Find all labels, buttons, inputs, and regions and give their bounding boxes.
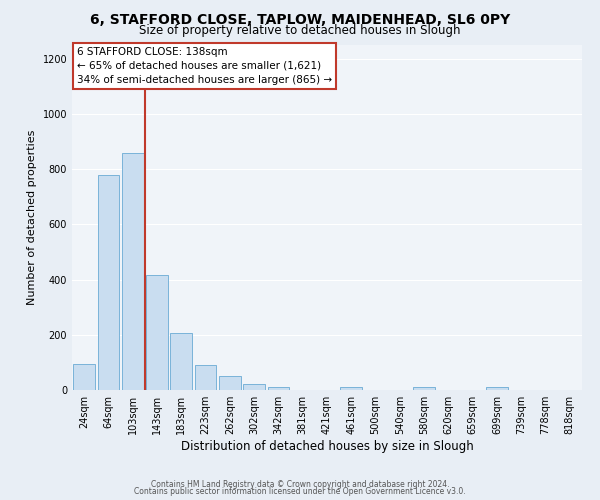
Bar bbox=[170, 334, 192, 390]
Bar bbox=[243, 384, 265, 390]
Text: Contains HM Land Registry data © Crown copyright and database right 2024.: Contains HM Land Registry data © Crown c… bbox=[151, 480, 449, 489]
Bar bbox=[486, 387, 508, 390]
Y-axis label: Number of detached properties: Number of detached properties bbox=[27, 130, 37, 305]
Bar bbox=[340, 387, 362, 390]
Bar bbox=[97, 174, 119, 390]
Bar bbox=[268, 386, 289, 390]
Text: Contains public sector information licensed under the Open Government Licence v3: Contains public sector information licen… bbox=[134, 487, 466, 496]
Bar bbox=[146, 276, 168, 390]
Text: 6, STAFFORD CLOSE, TAPLOW, MAIDENHEAD, SL6 0PY: 6, STAFFORD CLOSE, TAPLOW, MAIDENHEAD, S… bbox=[90, 12, 510, 26]
Text: 6 STAFFORD CLOSE: 138sqm
← 65% of detached houses are smaller (1,621)
34% of sem: 6 STAFFORD CLOSE: 138sqm ← 65% of detach… bbox=[77, 46, 332, 84]
Bar bbox=[122, 152, 143, 390]
Text: Size of property relative to detached houses in Slough: Size of property relative to detached ho… bbox=[139, 24, 461, 37]
Bar bbox=[413, 387, 435, 390]
Bar bbox=[219, 376, 241, 390]
X-axis label: Distribution of detached houses by size in Slough: Distribution of detached houses by size … bbox=[181, 440, 473, 453]
Bar bbox=[73, 364, 95, 390]
Bar bbox=[194, 365, 217, 390]
